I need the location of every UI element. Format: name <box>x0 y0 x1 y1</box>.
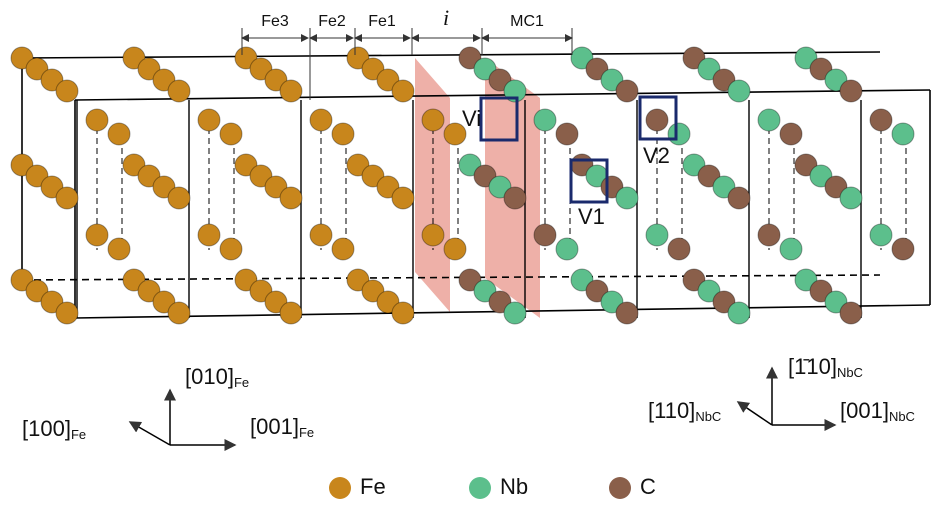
atom <box>310 224 332 246</box>
atom <box>646 224 668 246</box>
legend-swatch <box>609 477 631 499</box>
atom <box>870 224 892 246</box>
atom <box>198 224 220 246</box>
diagram: Fe3 Fe2 Fe1 i MC1 Vi V1 V2 [010]Fe [100]… <box>0 0 940 505</box>
axis-label-text: [100] <box>22 416 71 441</box>
axis-label: [001]Fe <box>250 414 314 441</box>
axis-label: [110]NbC <box>648 398 721 425</box>
atom <box>86 224 108 246</box>
axis-label-sub: Fe <box>234 375 249 390</box>
site-label: V1 <box>578 204 605 229</box>
atom <box>616 187 638 209</box>
legend-label: Fe <box>360 474 386 499</box>
atom <box>504 302 526 324</box>
axis-label: [100]Fe <box>22 416 86 443</box>
axis-label-text: [001] <box>250 414 299 439</box>
atom <box>392 80 414 102</box>
axis-label: [1̄10]NbC <box>788 354 863 381</box>
atom <box>168 80 190 102</box>
atom <box>310 109 332 131</box>
atom <box>422 224 444 246</box>
atom <box>780 238 802 260</box>
atom <box>728 80 750 102</box>
legend-swatch <box>329 477 351 499</box>
axis-label-sub: Fe <box>71 427 86 442</box>
atom <box>108 123 130 145</box>
axis-label-text: [010] <box>185 364 234 389</box>
atom <box>86 109 108 131</box>
atom <box>168 302 190 324</box>
axis-label-text: [001] <box>840 398 889 423</box>
layer-label: Fe3 <box>261 13 289 30</box>
layer-label: MC1 <box>510 13 544 30</box>
axis-label-sub: Fe <box>299 425 314 440</box>
atom <box>840 302 862 324</box>
atom <box>534 109 556 131</box>
site-label: Vi <box>462 106 481 131</box>
site-label: V2 <box>643 143 670 168</box>
atom <box>840 80 862 102</box>
layer-label: i <box>443 5 449 30</box>
atom <box>220 238 242 260</box>
atom <box>616 80 638 102</box>
atom <box>168 187 190 209</box>
atom <box>556 123 578 145</box>
axis-label: [001]NbC <box>840 398 915 425</box>
layer-label: Fe1 <box>368 13 396 30</box>
atom <box>728 187 750 209</box>
legend-label: Nb <box>500 474 528 499</box>
axis-label-text: [110] <box>648 398 695 423</box>
legend-swatch <box>469 477 491 499</box>
atom <box>56 187 78 209</box>
axes-fe <box>130 390 235 445</box>
atom <box>444 238 466 260</box>
atom <box>534 224 556 246</box>
axis-label-sub: NbC <box>695 409 721 424</box>
atom <box>280 302 302 324</box>
atom <box>728 302 750 324</box>
atom <box>780 123 802 145</box>
atom <box>332 238 354 260</box>
atom <box>504 187 526 209</box>
axis-label: [010]Fe <box>185 364 249 391</box>
atom <box>220 123 242 145</box>
atom <box>892 238 914 260</box>
atoms <box>11 47 914 324</box>
axis-label-sub: NbC <box>889 409 915 424</box>
atom <box>56 302 78 324</box>
atom <box>280 187 302 209</box>
axis-label-sub: NbC <box>837 365 863 380</box>
atom <box>840 187 862 209</box>
atom <box>892 123 914 145</box>
atom <box>56 80 78 102</box>
axis-label-text: [1̄10] <box>788 354 837 379</box>
atom <box>668 123 690 145</box>
atom <box>556 238 578 260</box>
atom <box>280 80 302 102</box>
atom <box>198 109 220 131</box>
atom <box>422 109 444 131</box>
layer-label: Fe2 <box>318 13 346 30</box>
atom <box>758 109 780 131</box>
atom <box>870 109 892 131</box>
legend: Fe Nb C <box>329 474 656 499</box>
legend-label: C <box>640 474 656 499</box>
atom <box>392 187 414 209</box>
atom <box>616 302 638 324</box>
atom <box>332 123 354 145</box>
atom <box>758 224 780 246</box>
atom <box>392 302 414 324</box>
atom <box>668 238 690 260</box>
atom <box>646 109 668 131</box>
atom <box>108 238 130 260</box>
